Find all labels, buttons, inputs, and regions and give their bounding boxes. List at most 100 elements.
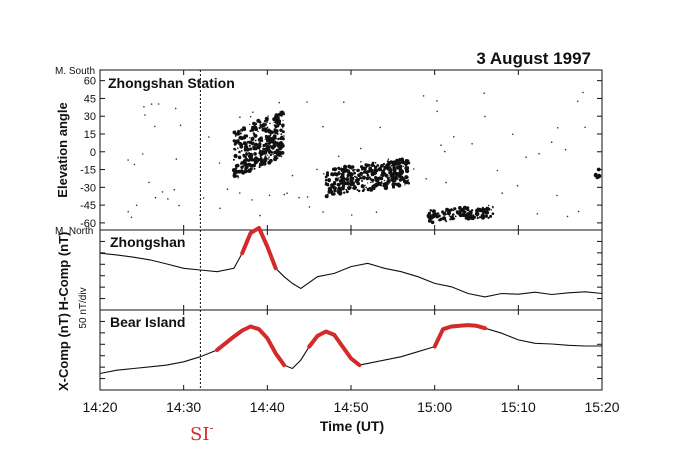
scatter-point xyxy=(377,168,379,171)
scatter-point xyxy=(364,184,366,186)
scatter-point xyxy=(332,192,336,196)
scatter-noise-point xyxy=(453,136,455,138)
scatter-point xyxy=(254,156,258,160)
scatter-point xyxy=(276,132,279,135)
scale-label: 50 nT/div xyxy=(78,287,89,328)
scatter-point xyxy=(389,161,391,164)
scatter-point xyxy=(275,143,279,147)
x-comp-axis-title: X-Comp (nT) xyxy=(56,313,71,391)
scatter-point xyxy=(358,189,361,193)
scatter-point xyxy=(491,212,495,215)
scatter-point xyxy=(379,176,384,181)
scatter-noise-point xyxy=(283,193,286,196)
axis-ticks: 14:20 14:30 14:40 14:50 15:00 15:10 15:20 60 45 3… xyxy=(80,70,620,415)
scatter-point xyxy=(268,153,270,155)
scatter-point xyxy=(362,166,367,171)
scatter-point xyxy=(470,209,474,212)
scatter-noise-point xyxy=(148,181,150,184)
scatter-point xyxy=(369,177,373,181)
scatter-point xyxy=(385,172,387,175)
scatter-point xyxy=(274,124,278,129)
scatter-point xyxy=(280,114,283,117)
scatter-point xyxy=(267,160,272,165)
scatter-noise-point xyxy=(564,148,567,151)
scatter-noise-point xyxy=(322,125,324,128)
scatter-point xyxy=(280,155,283,158)
scatter-point xyxy=(326,193,329,196)
scatter-point xyxy=(232,158,235,161)
scatter-point xyxy=(463,211,466,214)
scatter-point xyxy=(239,144,244,149)
scatter-point xyxy=(264,151,266,154)
scatter-point xyxy=(471,215,474,218)
scatter-point xyxy=(250,158,254,162)
scatter-point xyxy=(264,134,268,139)
scatter-point xyxy=(282,112,286,116)
scatter-point xyxy=(372,181,374,183)
scatter-point xyxy=(247,152,251,155)
scatter-point xyxy=(487,204,490,207)
scatter-point xyxy=(273,152,275,154)
scatter-point xyxy=(355,176,357,179)
scatter-noise-point xyxy=(350,214,353,216)
scatter-point xyxy=(258,166,261,169)
scatter-point xyxy=(327,178,331,182)
scatter-point xyxy=(349,179,354,184)
scatter-point xyxy=(237,155,242,160)
magnetic-north-label: M. North xyxy=(55,226,93,237)
scatter-point xyxy=(264,147,268,152)
scatter-noise-point xyxy=(264,138,267,140)
scatter-point xyxy=(428,213,430,215)
scatter-noise-point xyxy=(512,133,514,136)
scatter-noise-point xyxy=(239,116,241,118)
scatter-point xyxy=(277,137,280,141)
x-tick-label: 14:50 xyxy=(333,399,368,415)
scatter-noise-point xyxy=(308,206,311,208)
scatter-noise-point xyxy=(175,158,178,160)
scatter-point xyxy=(268,143,270,146)
scatter-point xyxy=(338,170,340,173)
scatter-noise-point xyxy=(306,101,308,103)
scatter-noise-point xyxy=(337,155,340,158)
scatter-point xyxy=(283,111,285,113)
x-tick-label: 15:20 xyxy=(584,399,619,415)
scatter-point xyxy=(342,177,346,182)
scatter-point xyxy=(460,213,464,218)
scatter-point xyxy=(325,182,330,187)
scatter-point xyxy=(453,207,456,210)
scatter-point xyxy=(242,141,247,146)
scatter-noise-point xyxy=(501,192,504,194)
scatter-point xyxy=(234,167,238,170)
scatter-noise-point xyxy=(252,111,254,113)
scatter-point xyxy=(240,161,243,164)
scatter-noise-point xyxy=(425,178,428,180)
scatter-noise-point xyxy=(275,144,277,146)
scatter-point xyxy=(459,209,463,213)
scatter-point xyxy=(388,168,393,173)
scatter-point xyxy=(372,187,376,191)
scatter-point xyxy=(438,214,441,218)
panel-1-station-label: Zhongshan Station xyxy=(108,75,235,91)
scatter-point xyxy=(282,127,284,129)
scatter-point xyxy=(454,215,457,218)
scatter-point xyxy=(253,133,258,138)
scatter-point xyxy=(345,190,349,194)
scatter-point xyxy=(457,211,461,215)
scatter-point xyxy=(342,169,347,174)
scatter-point xyxy=(448,215,451,217)
scatter-point xyxy=(331,168,335,171)
scatter-point xyxy=(396,182,401,186)
scatter-noise-point xyxy=(584,126,586,129)
scatter-point xyxy=(283,135,285,137)
scatter-point xyxy=(244,134,249,138)
scatter-noise-point xyxy=(135,204,138,207)
scatter-noise-point xyxy=(440,144,442,146)
scatter-noise-point xyxy=(338,177,340,179)
scatter-point xyxy=(382,168,386,171)
scatter-point xyxy=(268,138,272,142)
scatter-point xyxy=(236,132,240,135)
scatter-point xyxy=(466,214,470,218)
scatter-point xyxy=(342,185,345,188)
scatter-point xyxy=(279,141,283,145)
y-tick-label: 30 xyxy=(84,111,96,123)
